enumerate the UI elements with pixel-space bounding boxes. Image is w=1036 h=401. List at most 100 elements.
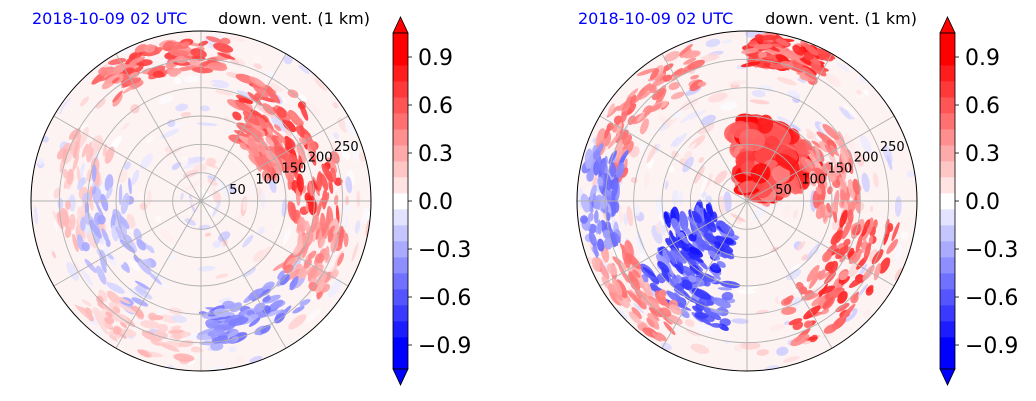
field-patch xyxy=(682,50,701,59)
field-patch xyxy=(690,74,700,80)
field-patch xyxy=(72,233,79,252)
field-patch xyxy=(248,317,261,327)
field-patch xyxy=(112,93,123,107)
field-patch xyxy=(81,269,93,286)
field-patch xyxy=(76,166,81,184)
field-patch xyxy=(810,62,827,77)
colorbar-level xyxy=(393,49,408,66)
field-patch xyxy=(662,74,673,82)
colorbar-level xyxy=(393,145,408,162)
colorbar-tick-label: −0.9 xyxy=(418,334,471,359)
field-patch xyxy=(839,209,848,228)
field-patch xyxy=(315,253,325,264)
field-patch xyxy=(298,155,303,169)
field-patch xyxy=(620,261,627,272)
field-patch xyxy=(612,247,625,266)
field-patch xyxy=(131,169,140,185)
field-patch xyxy=(362,207,369,225)
field-patch xyxy=(697,221,709,233)
radial-tick-label: 100 xyxy=(801,172,826,187)
radial-tick-label: 50 xyxy=(229,183,246,198)
title-variable: down. vent. (1 km) xyxy=(765,9,917,28)
field-patch xyxy=(77,206,82,225)
field-patch xyxy=(95,266,105,276)
field-patch xyxy=(687,142,697,153)
field-patch xyxy=(263,309,282,318)
radial-tick-label: 100 xyxy=(255,172,280,187)
colorbar-level xyxy=(393,225,408,242)
field-patch xyxy=(133,254,140,263)
field-patch xyxy=(155,215,162,223)
field-patch xyxy=(854,254,861,264)
field-patch xyxy=(803,42,819,56)
field-patch xyxy=(184,75,200,83)
field-patch xyxy=(806,264,820,282)
field-patch xyxy=(895,244,903,260)
field-patch xyxy=(621,295,631,307)
colorbar-level xyxy=(940,273,955,290)
field-patch xyxy=(803,51,814,61)
field-patch xyxy=(863,89,870,96)
field-patch xyxy=(237,213,242,221)
field-patch xyxy=(886,155,893,171)
field-patch xyxy=(129,56,145,65)
angular-gridline xyxy=(115,53,202,202)
field-patch xyxy=(308,281,318,291)
field-patch xyxy=(873,219,878,229)
field-patch xyxy=(839,270,849,281)
field-patch xyxy=(183,163,195,169)
field-patch xyxy=(616,122,623,134)
field-patch xyxy=(101,74,119,90)
colorbar-level xyxy=(393,113,408,130)
field-patch xyxy=(292,305,305,314)
field-patch xyxy=(196,122,218,126)
field-patch xyxy=(843,238,851,247)
field-patch xyxy=(358,152,366,163)
field-patch xyxy=(593,149,601,161)
colorbar-level xyxy=(940,49,955,66)
field-patch xyxy=(326,157,338,174)
field-patch xyxy=(235,356,246,365)
colorbar-level xyxy=(393,81,408,98)
field-patch xyxy=(621,244,626,261)
field-patch xyxy=(190,348,204,353)
field-patch xyxy=(302,243,309,259)
radial-tick-label: 250 xyxy=(880,140,905,155)
field-patch xyxy=(276,106,287,119)
colorbar-level xyxy=(393,161,408,178)
field-patch xyxy=(700,53,720,60)
field-patch xyxy=(197,327,215,336)
field-patch xyxy=(184,218,196,226)
colorbar-level xyxy=(393,257,408,274)
field-patch xyxy=(622,134,633,146)
field-patch xyxy=(80,216,86,232)
field-patch xyxy=(710,308,723,314)
field-patch xyxy=(696,204,702,219)
radial-tick-label: 200 xyxy=(308,151,333,166)
field-patch xyxy=(818,285,835,295)
field-patch xyxy=(615,162,625,179)
colorbar-level xyxy=(940,129,955,146)
field-patch xyxy=(700,175,709,194)
field-patch xyxy=(86,232,98,249)
field-patch xyxy=(727,80,748,86)
field-patch xyxy=(607,132,621,149)
field-patch xyxy=(731,318,749,324)
colorbar-level xyxy=(393,97,408,114)
field-patch xyxy=(228,346,237,353)
field-patch xyxy=(687,59,705,70)
field-patch xyxy=(97,214,106,225)
field-patch xyxy=(826,202,832,214)
field-patch xyxy=(824,287,845,300)
field-patch xyxy=(188,58,201,66)
field-patch xyxy=(282,118,297,133)
field-patch xyxy=(173,77,182,85)
field-patch xyxy=(205,36,223,44)
field-patch xyxy=(333,132,339,139)
field-patch xyxy=(53,187,61,199)
colorbar-tick-label: 0.6 xyxy=(418,94,453,119)
field-patch xyxy=(674,229,689,245)
field-patch xyxy=(310,264,318,279)
field-patch xyxy=(812,58,822,67)
